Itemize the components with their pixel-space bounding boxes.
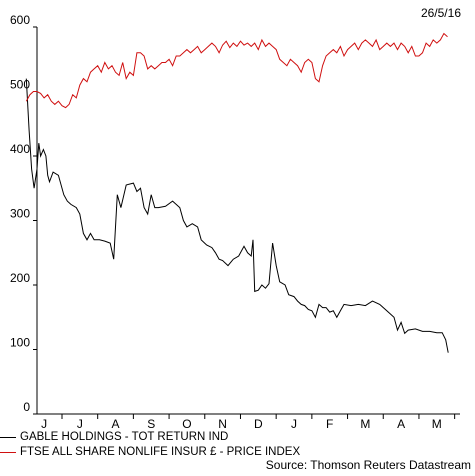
x-tick-label: M	[432, 417, 442, 430]
x-tick-label: N	[218, 417, 227, 430]
legend-label-gable: GABLE HOLDINGS - TOT RETURN IND	[20, 431, 229, 443]
legend-swatch-ftse	[0, 452, 16, 453]
y-tick-label: 400	[10, 142, 30, 156]
y-tick-label: 100	[10, 336, 30, 350]
legend-label-ftse: FTSE ALL SHARE NONLIFE INSUR £ - PRICE I…	[20, 446, 301, 458]
x-tick-label: A	[397, 417, 405, 430]
x-tick-label: J	[291, 417, 297, 430]
x-tick-label: A	[112, 417, 120, 430]
x-tick-label: S	[147, 417, 155, 430]
y-axis: 0 100 200 300 400 500 600	[10, 13, 38, 415]
series-line-gable	[25, 78, 449, 353]
y-tick-label: 500	[10, 78, 30, 92]
y-tick-label: 0	[23, 400, 30, 414]
legend-swatch-gable	[0, 437, 16, 438]
y-tick-label: 200	[10, 271, 30, 285]
x-tick-label: D	[254, 417, 263, 430]
line-chart: 0 100 200 300 400 500 600 J J A S O N D J F M A M	[10, 13, 460, 430]
series-line-ftse	[25, 32, 448, 109]
legend-item-ftse: FTSE ALL SHARE NONLIFE INSUR £ - PRICE I…	[0, 445, 475, 460]
y-tick-label: 300	[10, 207, 30, 221]
x-tick-label: F	[326, 417, 333, 430]
legend: GABLE HOLDINGS - TOT RETURN IND FTSE ALL…	[0, 430, 475, 460]
date-stamp: 26/5/16	[420, 6, 461, 20]
x-tick-label: J	[77, 417, 83, 430]
y-tick-label: 600	[10, 13, 30, 27]
x-tick-label: J	[41, 417, 47, 430]
x-tick-label: O	[182, 417, 191, 430]
x-tick-label: M	[360, 417, 370, 430]
series-lines	[25, 32, 449, 353]
source-note: Source: Thomson Reuters Datastream	[265, 458, 471, 472]
legend-item-gable: GABLE HOLDINGS - TOT RETURN IND	[0, 430, 475, 445]
